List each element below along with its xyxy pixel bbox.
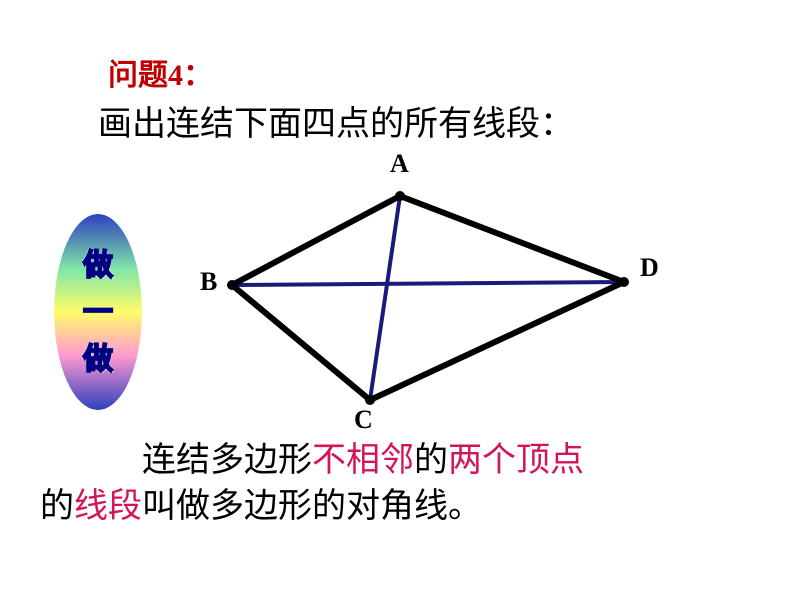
edge-D-A [400,196,624,282]
definition-text: 连结多边形不相邻的两个顶点的线段叫做多边形的对角线。 [40,438,584,530]
edge-A-B [232,196,400,285]
heading-number: 4 [168,59,183,92]
edge-B-C [232,285,370,400]
vertex-D [619,277,629,287]
def-segment: 连结多边形 [142,442,312,479]
vertex-label-C: C [354,405,373,430]
badge-label: 做 一 做 [54,238,142,387]
question-heading: 问题4： [108,50,213,94]
quadrilateral-diagram: A B C D [160,150,680,430]
def-segment: 不相邻 [312,442,414,479]
badge-char-1: 做 [54,246,142,285]
vertex-label-A: A [390,150,409,178]
def-segment: 叫做多边形的对角线。 [142,488,482,525]
def-segment: 线段 [74,488,142,525]
heading-prefix: 问题 [108,59,168,92]
prompt-text: 画出连结下面四点的所有线段： [98,96,574,145]
def-segment: 两个顶点 [448,442,584,479]
def-segment: 的 [40,488,74,525]
vertex-label-B: B [200,267,217,296]
vertex-B [227,280,237,290]
vertex-A [395,191,405,201]
vertex-C [365,395,375,405]
badge-char-2: 一 [54,293,142,332]
def-segment: 的 [414,442,448,479]
edge-A-C [370,196,400,400]
edge-B-D [232,282,624,285]
edge-C-D [370,282,624,400]
badge-char-3: 做 [54,340,142,379]
vertex-label-D: D [640,253,659,282]
heading-suffix: ： [183,59,213,92]
